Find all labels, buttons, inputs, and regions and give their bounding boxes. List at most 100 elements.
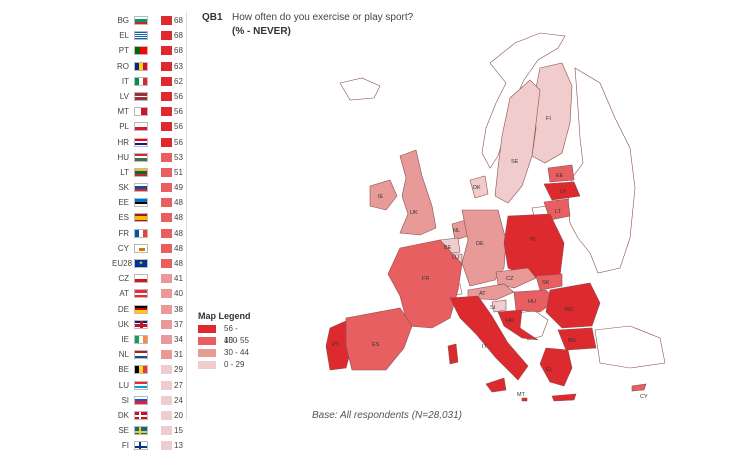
- flag-lt-icon: [134, 167, 148, 177]
- country-value: 63: [174, 61, 183, 71]
- band-swatch: [161, 334, 172, 344]
- band-swatch: [161, 319, 172, 329]
- legend-swatch: [198, 361, 216, 369]
- ranking-row: BE 29: [112, 362, 190, 377]
- country-code: IE: [121, 334, 129, 344]
- ranking-row: IE 34: [112, 332, 190, 347]
- country-code: EU28: [112, 259, 133, 268]
- country-code: BE: [118, 365, 129, 375]
- country-code: EL: [119, 31, 129, 41]
- ranking-row: LT 51: [112, 165, 190, 180]
- band-swatch: [161, 152, 172, 162]
- country-value: 40: [174, 289, 183, 299]
- band-swatch: [161, 198, 172, 208]
- country-mt: [521, 397, 528, 402]
- country-code: DK: [117, 410, 129, 420]
- flag-it-icon: [134, 76, 148, 86]
- country-code: DE: [117, 304, 129, 314]
- russia-belarus-ukraine: [567, 67, 636, 274]
- country-sk: [535, 273, 563, 291]
- country-code: BG: [117, 16, 129, 25]
- map-label-be: BE: [444, 245, 452, 251]
- ranking-row: FI 13: [112, 438, 190, 453]
- flag-pl-icon: [134, 122, 148, 132]
- map-label-de: DE: [476, 241, 484, 247]
- flag-fi-icon: [134, 441, 148, 451]
- ranking-row: HR 56: [112, 135, 190, 150]
- map-label-ee: EE: [556, 173, 564, 179]
- ranking-divider: [186, 12, 187, 420]
- ranking-row: SI 24: [112, 393, 190, 408]
- country-value: 68: [174, 31, 183, 41]
- band-swatch: [161, 91, 172, 101]
- map-label-se: SE: [511, 159, 519, 165]
- flag-ie-icon: [134, 334, 148, 344]
- ranking-row: FR 48: [112, 226, 190, 241]
- country-code: UK: [117, 319, 129, 329]
- map-label-lt: LT: [555, 209, 562, 215]
- country-ro: [545, 282, 601, 329]
- map-label-at: AT: [479, 291, 486, 297]
- flag-nl-icon: [134, 350, 148, 360]
- map-label-ie: IE: [378, 194, 384, 200]
- eu-countries: [325, 62, 647, 402]
- ranking-row: SK 49: [112, 180, 190, 195]
- legend-label: 56 - 100: [224, 324, 238, 345]
- band-swatch: [161, 380, 172, 390]
- country-fr: [387, 239, 463, 329]
- ranking-row: CZ 41: [112, 271, 190, 286]
- flag-bg-icon: [134, 16, 148, 25]
- band-swatch: [161, 16, 172, 25]
- flag-fr-icon: [134, 228, 148, 238]
- country-uk: [399, 149, 437, 236]
- country-code: FR: [118, 228, 129, 238]
- country-code: FI: [121, 441, 129, 451]
- band-swatch: [161, 46, 172, 56]
- flag-at-icon: [134, 289, 148, 299]
- country-si: [491, 299, 507, 313]
- country-es: [345, 307, 413, 371]
- ranking-row: UK 37: [112, 317, 190, 332]
- map-label-lv: LV: [560, 189, 567, 195]
- iceland: [339, 77, 381, 101]
- ranking-row: PT 68: [112, 43, 190, 58]
- map-label-hr: HR: [506, 318, 514, 324]
- ranking-row: EL 68: [112, 28, 190, 43]
- country-value: 24: [174, 395, 183, 405]
- legend-item: 56 - 100: [198, 323, 251, 345]
- map-label-nl: NL: [453, 228, 460, 234]
- legend-label: 45 - 55: [224, 336, 249, 345]
- country-value: 48: [174, 198, 183, 208]
- country-de: [461, 209, 507, 287]
- country-value: 48: [174, 259, 183, 268]
- band-swatch: [161, 183, 172, 193]
- map-label-lu: LU: [452, 255, 459, 261]
- ranking-row: ES 48: [112, 210, 190, 225]
- question-code: QB1: [202, 12, 223, 23]
- map-label-pt: PT: [332, 342, 340, 348]
- country-value: 29: [174, 365, 183, 375]
- country-cy: [631, 383, 647, 392]
- map-label-mt: MT: [517, 392, 526, 398]
- band-swatch: [161, 228, 172, 238]
- legend-label: 0 - 29: [224, 360, 245, 369]
- country-ranking-list: BG 68 EL 68 PT 68 RO 63 IT 62 LV 56 MT 56 PL 56 HR 56 HU 53…: [112, 13, 190, 453]
- map-label-uk: UK: [410, 210, 418, 216]
- country-value: 68: [174, 46, 183, 56]
- map-legend-title: Map Legend: [198, 311, 251, 321]
- country-value: 53: [174, 152, 183, 162]
- band-swatch: [161, 304, 172, 314]
- band-swatch: [161, 61, 172, 71]
- ranking-row: AT 40: [112, 286, 190, 301]
- country-value: 37: [174, 319, 183, 329]
- legend-label: 30 - 44: [224, 348, 249, 357]
- flag-eu-icon: ✦: [134, 259, 148, 268]
- country-code: LT: [120, 167, 129, 177]
- country-code: HR: [117, 137, 129, 147]
- country-code: MT: [117, 107, 129, 117]
- map-label-sk: SK: [542, 280, 550, 286]
- band-swatch: [161, 259, 172, 268]
- country-value: 13: [174, 441, 183, 451]
- legend-swatch: [198, 337, 216, 345]
- base-note: Base: All respondents (N=28,031): [312, 410, 462, 421]
